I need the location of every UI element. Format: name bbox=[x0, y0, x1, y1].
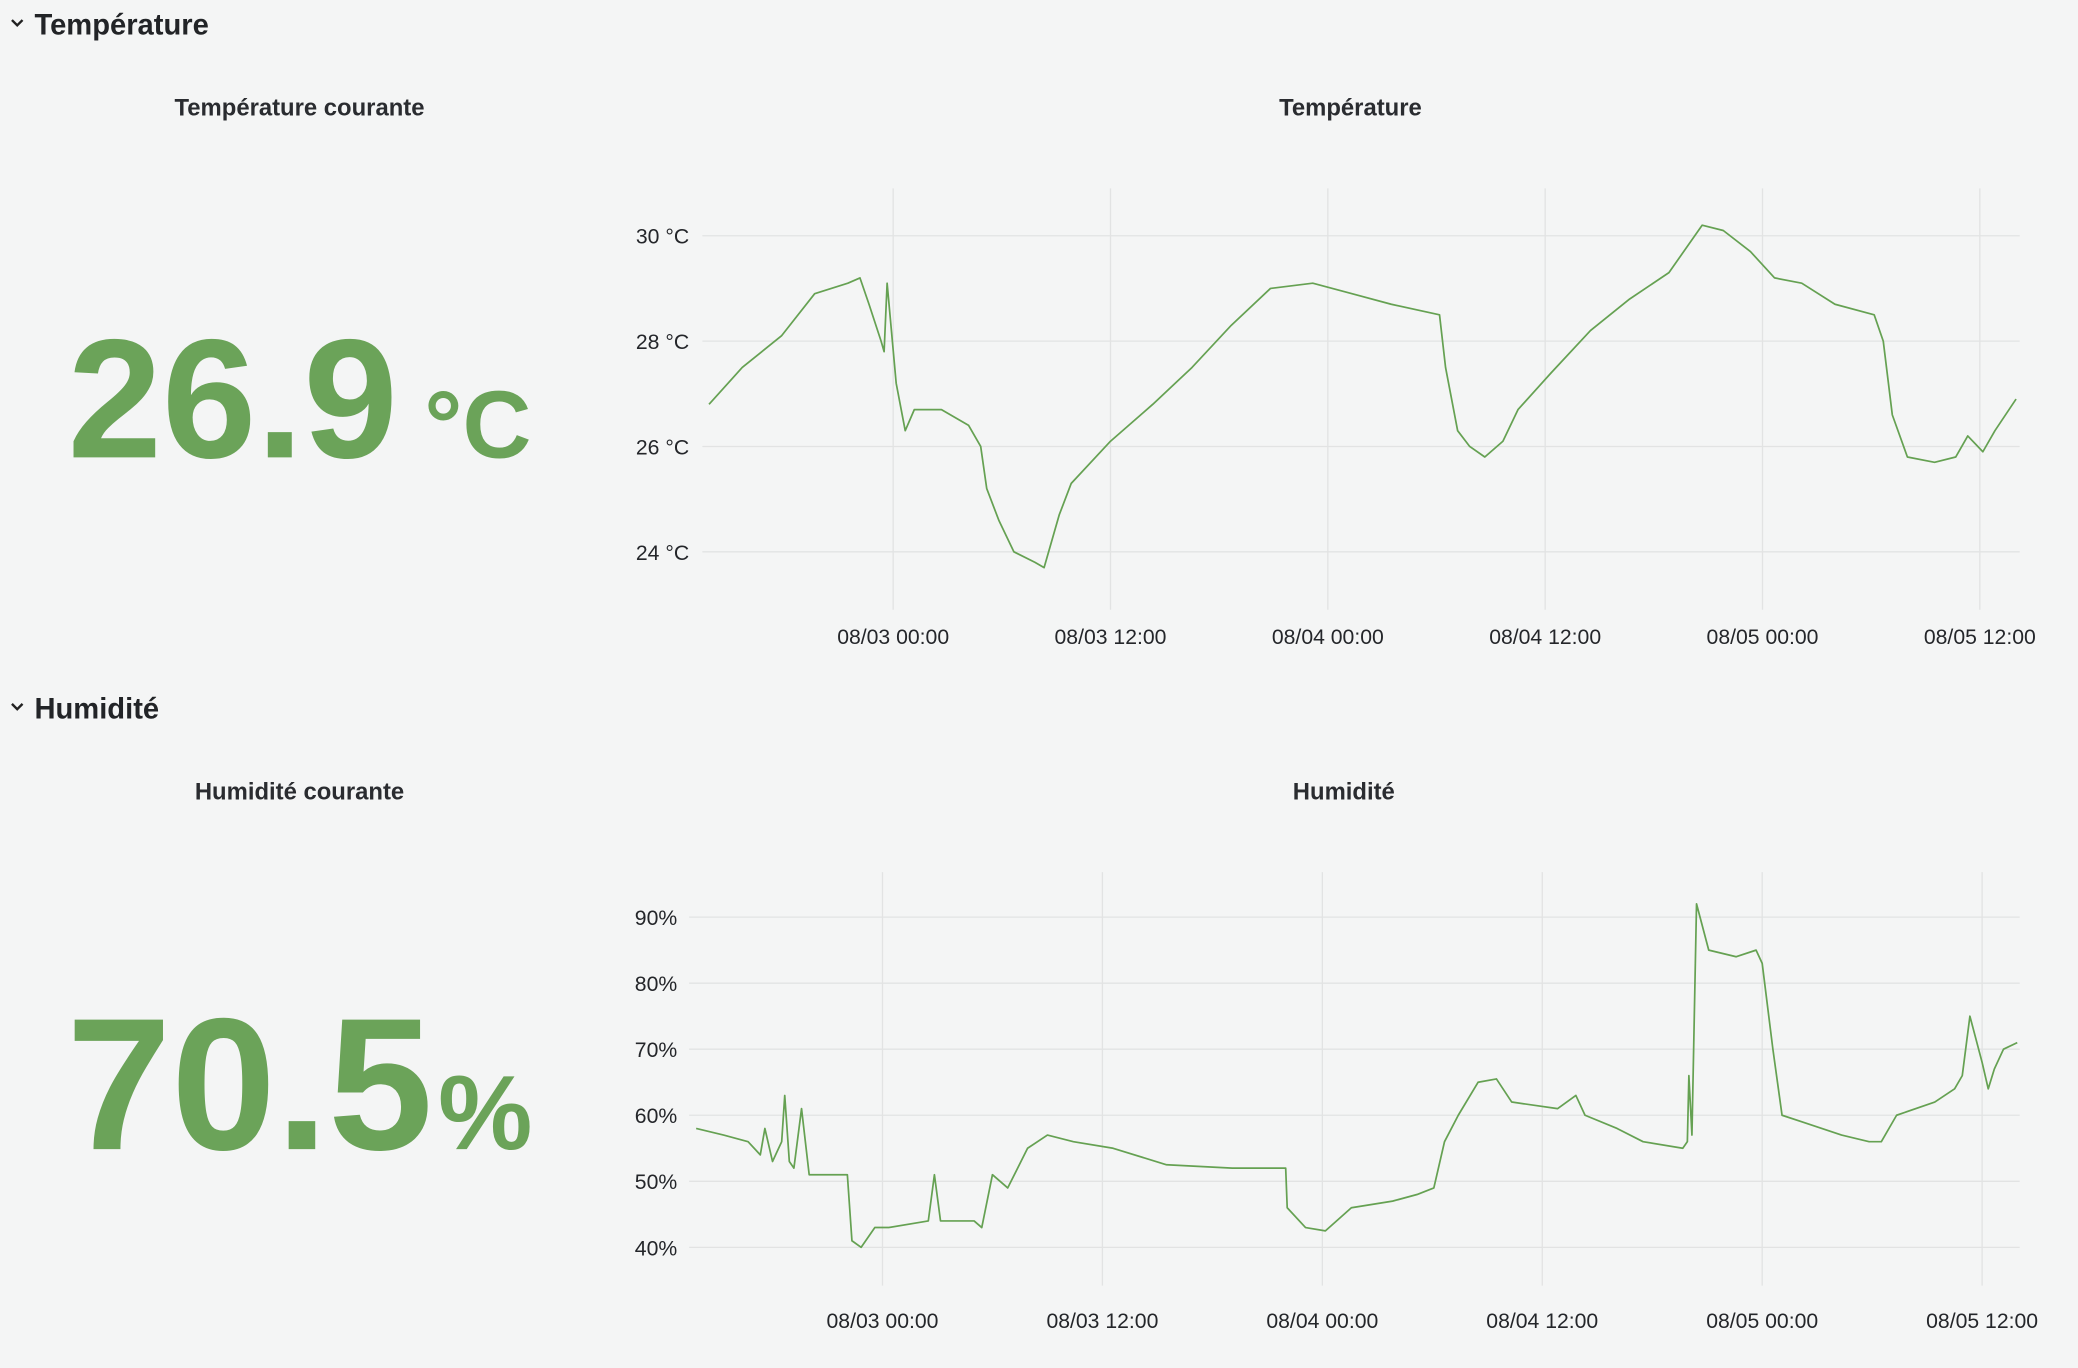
x-tick-label: 08/04 12:00 bbox=[1486, 1310, 1598, 1333]
x-tick-label: 08/04 00:00 bbox=[1272, 626, 1384, 649]
x-tick-label: 08/05 00:00 bbox=[1706, 1310, 1818, 1333]
stat-unit: °C bbox=[424, 372, 531, 478]
x-tick-label: 08/03 12:00 bbox=[1055, 626, 1167, 649]
panel-title: Température bbox=[1279, 94, 1422, 121]
x-tick-label: 08/04 00:00 bbox=[1266, 1310, 1378, 1333]
collapse-chevron[interactable] bbox=[11, 19, 24, 28]
data-line bbox=[695, 903, 2018, 1249]
y-tick-label: 26 °C bbox=[636, 436, 689, 459]
stat-number: 70.5 bbox=[67, 979, 433, 1189]
y-tick-label: 80% bbox=[635, 973, 678, 996]
panel-title: Humidité bbox=[1293, 778, 1395, 805]
x-tick-label: 08/03 12:00 bbox=[1046, 1310, 1158, 1333]
stat-unit: % bbox=[438, 1054, 532, 1172]
y-tick-label: 70% bbox=[635, 1039, 678, 1062]
x-tick-label: 08/05 12:00 bbox=[1924, 626, 2036, 649]
y-tick-label: 30 °C bbox=[636, 226, 689, 249]
data-line bbox=[708, 224, 2017, 569]
section-title[interactable]: Température bbox=[34, 10, 208, 42]
stat-title: Humidité courante bbox=[195, 778, 404, 805]
y-tick-label: 60% bbox=[635, 1105, 678, 1128]
y-tick-label: 40% bbox=[635, 1237, 678, 1260]
stat-number: 26.9 bbox=[68, 303, 398, 493]
collapse-chevron[interactable] bbox=[11, 703, 24, 711]
x-tick-label: 08/03 00:00 bbox=[837, 626, 949, 649]
y-tick-label: 24 °C bbox=[636, 542, 689, 565]
x-tick-label: 08/05 12:00 bbox=[1926, 1310, 2038, 1333]
x-tick-label: 08/04 12:00 bbox=[1489, 626, 1601, 649]
y-tick-label: 90% bbox=[635, 907, 678, 930]
x-tick-label: 08/03 00:00 bbox=[827, 1310, 939, 1333]
y-tick-label: 28 °C bbox=[636, 331, 689, 354]
section-title[interactable]: Humidité bbox=[34, 693, 159, 725]
x-tick-label: 08/05 00:00 bbox=[1707, 626, 1819, 649]
stat-title: Température courante bbox=[175, 94, 425, 121]
stat-value: 26.9 °C bbox=[68, 303, 532, 493]
stat-value: 70.5% bbox=[67, 979, 533, 1189]
y-tick-label: 50% bbox=[635, 1171, 678, 1194]
